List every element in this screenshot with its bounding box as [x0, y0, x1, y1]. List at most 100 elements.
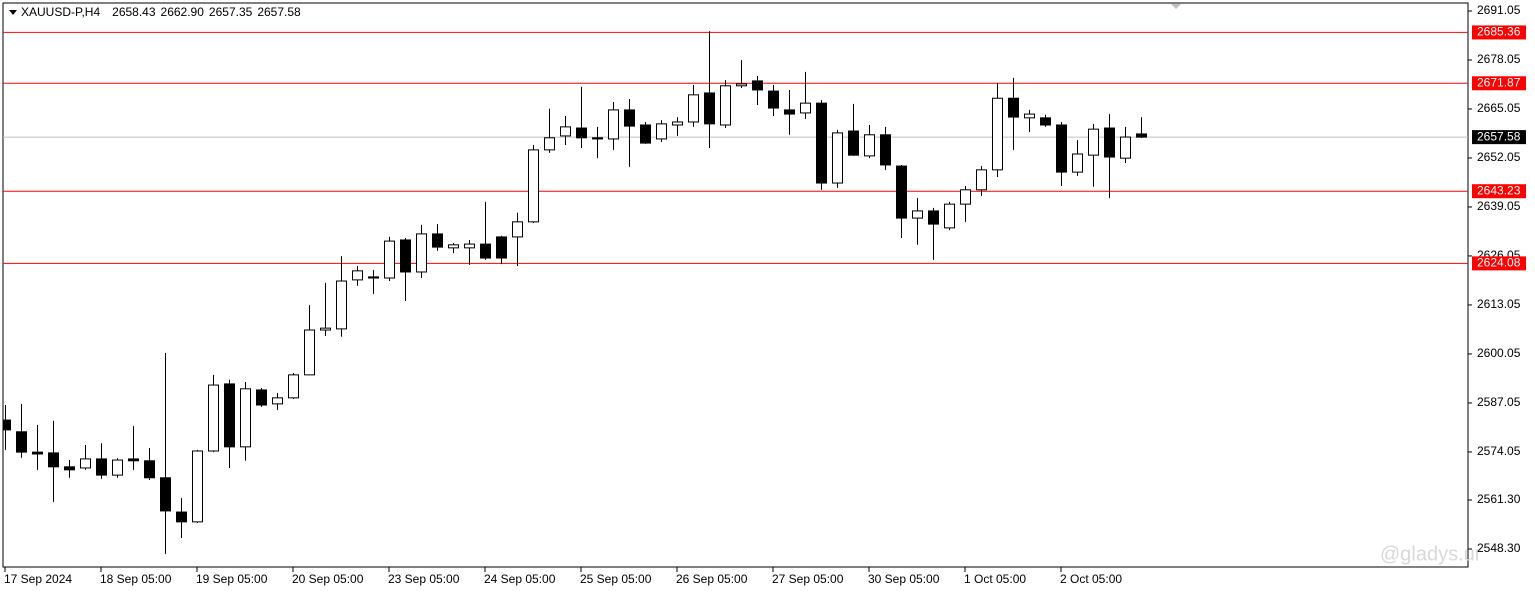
candle-body — [1088, 128, 1099, 156]
y-tick-label: 2691.05 — [1477, 3, 1521, 17]
candle-body — [768, 90, 779, 109]
x-tick-label: 24 Sep 05:00 — [484, 572, 556, 586]
candle-body — [880, 134, 891, 166]
y-tick-label: 2613.05 — [1477, 297, 1521, 311]
price-label: 2657.58 — [1477, 129, 1521, 143]
candle-body — [160, 477, 171, 512]
price-label: 2671.87 — [1477, 75, 1521, 89]
candle-body — [544, 137, 555, 151]
symbol-label: XAUUSD-P,H4 — [21, 5, 100, 19]
candle-body — [384, 240, 395, 279]
x-tick-label: 30 Sep 05:00 — [868, 572, 940, 586]
price-label-box — [1472, 130, 1526, 145]
candle-body — [176, 511, 187, 523]
candle-body — [208, 384, 219, 452]
candle-body — [464, 243, 475, 249]
y-tick-label: 2665.05 — [1477, 101, 1521, 115]
candle-body — [1120, 136, 1131, 159]
x-tick-label: 27 Sep 05:00 — [772, 572, 844, 586]
candle-body — [448, 244, 459, 249]
header-price: 2657.35 — [209, 5, 253, 19]
candle-body — [528, 149, 539, 223]
candle-body — [560, 126, 571, 137]
candle-body — [112, 459, 123, 476]
candle-body — [624, 109, 635, 127]
candle-body — [240, 388, 251, 448]
candle-body — [608, 109, 619, 140]
candle-body — [960, 189, 971, 205]
candle-body — [896, 165, 907, 219]
candle-body — [128, 458, 139, 462]
candle-body — [32, 451, 43, 455]
candle-body — [800, 102, 811, 114]
price-label-box — [1472, 76, 1526, 91]
candle-body — [656, 123, 667, 140]
candle-body — [400, 239, 411, 273]
y-tick-label: 2678.05 — [1477, 52, 1521, 66]
candle-body — [640, 124, 651, 144]
x-tick-label: 19 Sep 05:00 — [196, 572, 268, 586]
y-tick-label: 2574.05 — [1477, 444, 1521, 458]
candle-body — [192, 450, 203, 523]
candle-body — [512, 221, 523, 238]
x-tick-label: 1 Oct 05:00 — [964, 572, 1026, 586]
price-label-box — [1472, 25, 1526, 40]
x-tick-label: 18 Sep 05:00 — [100, 572, 172, 586]
x-tick-label: 2 Oct 05:00 — [1060, 572, 1122, 586]
candle-body — [432, 233, 443, 248]
candle-body — [720, 85, 731, 126]
candle-body — [16, 431, 27, 453]
candle-body — [688, 94, 699, 123]
candle-body — [848, 130, 859, 156]
header-price: 2657.58 — [257, 5, 301, 19]
price-label: 2624.08 — [1477, 256, 1521, 270]
candle-body — [784, 109, 795, 115]
candle-body — [704, 92, 715, 125]
y-tick-label: 2587.05 — [1477, 395, 1521, 409]
x-tick-label: 20 Sep 05:00 — [292, 572, 364, 586]
candle-body — [976, 169, 987, 191]
candle-body — [736, 83, 747, 87]
candle-body — [224, 383, 235, 448]
candle-body — [336, 280, 347, 330]
candle-body — [928, 210, 939, 225]
header-price: 2658.43 — [112, 5, 156, 19]
plot-area — [3, 31, 1468, 554]
candle-body — [1104, 127, 1115, 158]
header-arrow — [9, 10, 17, 15]
candle-body — [672, 121, 683, 126]
candle-body — [496, 236, 507, 259]
candle-body — [3, 419, 11, 431]
price-label-box — [1472, 256, 1526, 271]
candle-body — [992, 97, 1003, 171]
candle-body — [416, 233, 427, 273]
candle-body — [368, 276, 379, 279]
candle-body — [288, 374, 299, 399]
candle-body — [352, 270, 363, 281]
candle-body — [912, 210, 923, 219]
y-tick-label: 2548.30 — [1477, 541, 1521, 555]
candle-body — [1056, 124, 1067, 173]
y-tick-label: 2652.05 — [1477, 150, 1521, 164]
candle-body — [320, 327, 331, 331]
candle-body — [1136, 133, 1147, 138]
candle-body — [1040, 117, 1051, 126]
header-price: 2662.90 — [161, 5, 205, 19]
x-tick-label: 26 Sep 05:00 — [676, 572, 748, 586]
candle-body — [1072, 153, 1083, 173]
price-label: 2643.23 — [1477, 183, 1521, 197]
candle-body — [1024, 113, 1035, 119]
y-tick-label: 2600.05 — [1477, 346, 1521, 360]
candle-body — [592, 137, 603, 140]
x-tick-label: 25 Sep 05:00 — [580, 572, 652, 586]
y-tick-label: 2561.30 — [1477, 492, 1521, 506]
candle-body — [48, 452, 59, 468]
candle-body — [816, 102, 827, 184]
candle-body — [832, 132, 843, 184]
candle-body — [944, 203, 955, 229]
candle-body — [144, 460, 155, 479]
candle-body — [80, 458, 91, 469]
watermark: @gladys.ur — [1380, 543, 1482, 565]
